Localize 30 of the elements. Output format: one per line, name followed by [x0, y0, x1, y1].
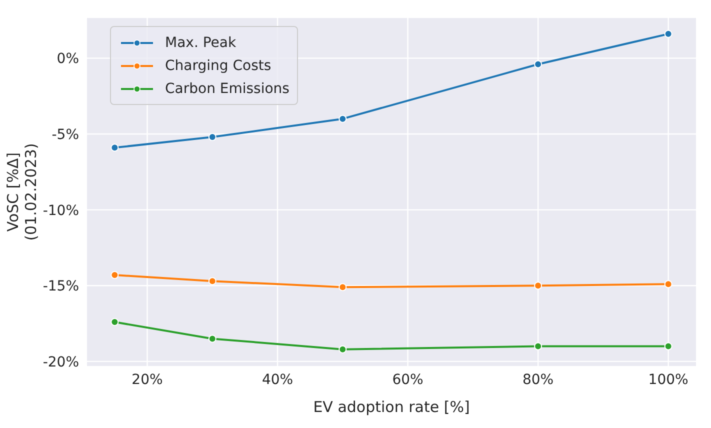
y-tick-label: -5%	[52, 126, 79, 143]
y-tick-label: -20%	[42, 354, 79, 370]
x-tick-label: 40%	[262, 372, 294, 388]
point	[110, 271, 119, 280]
point	[534, 342, 542, 350]
point	[208, 277, 216, 286]
point	[338, 283, 347, 292]
y-tick-label: -15%	[42, 278, 79, 295]
point	[208, 334, 216, 343]
point	[534, 60, 542, 68]
point	[110, 144, 119, 152]
point	[534, 282, 542, 290]
point	[664, 280, 672, 288]
legend-label: Charging Costs	[165, 58, 272, 74]
point	[338, 114, 347, 123]
point	[664, 30, 672, 38]
x-tick-label: 60%	[392, 372, 424, 388]
legend-label: Max. Peak	[165, 34, 236, 50]
y-tick-label: -10%	[42, 202, 79, 219]
x-tick-label: 20%	[132, 372, 163, 388]
point	[664, 342, 672, 350]
x-axis-title: EV adoption rate [%]	[313, 398, 470, 416]
point	[110, 318, 119, 326]
y-tick-label: 0%	[56, 51, 79, 68]
x-tick-label: 100%	[648, 372, 688, 388]
point	[338, 345, 347, 354]
point	[208, 133, 216, 142]
legend-label: Carbon Emissions	[165, 80, 290, 96]
y-axis-title: VoSC [%Δ] (01.02.2023)	[4, 143, 40, 241]
x-tick-label: 80%	[522, 372, 554, 388]
